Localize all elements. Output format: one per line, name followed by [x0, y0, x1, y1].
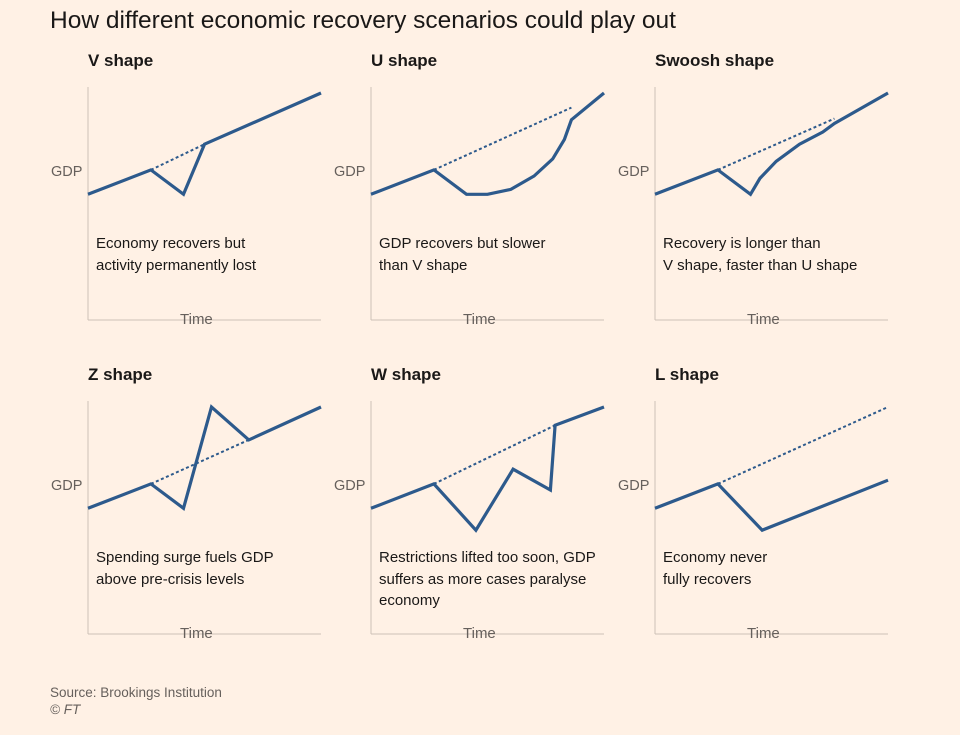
trend-line [433, 424, 556, 485]
panel-annotation: GDP recovers but slower than V shape [379, 235, 546, 274]
x-axis-label: Time [180, 625, 213, 642]
trend-line [717, 117, 835, 171]
panel-z-shape: Z shape GDP Spending surge fuels GDP abo… [50, 364, 322, 664]
gdp-line [370, 405, 605, 533]
panel-plot [87, 87, 322, 321]
panel-title: V shape [88, 51, 154, 70]
y-axis-label: GDP [51, 164, 83, 180]
panel-swoosh-shape: Swoosh shape GDP Recovery is longer than… [617, 50, 889, 350]
gdp-line [654, 478, 889, 533]
x-axis-label: Time [463, 311, 496, 328]
y-axis-label: GDP [51, 478, 83, 494]
y-axis-label: GDP [618, 478, 650, 494]
trend-line [150, 143, 205, 171]
y-axis-label: GDP [334, 164, 366, 180]
panel-title: W shape [371, 365, 441, 384]
x-axis-label: Time [463, 625, 496, 642]
panel-u-shape: U shape GDP GDP recovers but slower than… [333, 50, 606, 350]
panel-v-shape: V shape GDP Economy recovers but activit… [50, 50, 322, 350]
trend-line [150, 438, 250, 485]
panel-w-shape: W shape GDP Restrictions lifted too soon… [333, 364, 605, 664]
gdp-line [370, 91, 606, 196]
panel-annotation: Economy recovers but activity permanentl… [96, 235, 257, 274]
panel-plot [87, 401, 322, 635]
panel-plot [654, 401, 889, 635]
x-axis-label: Time [747, 311, 780, 328]
source-note: Source: Brookings Institution [50, 685, 222, 700]
panel-title: Z shape [88, 365, 153, 384]
panel-annotation: Spending surge fuels GDP above pre-crisi… [96, 549, 274, 588]
copyright: © FT [50, 702, 81, 717]
panel-title: Swoosh shape [655, 51, 775, 70]
panel-annotation: Restrictions lifted too soon, GDP suffer… [379, 549, 596, 609]
footer: Source: Brookings Institution © FT [50, 684, 222, 718]
y-axis-label: GDP [618, 164, 650, 180]
gdp-line [87, 91, 322, 197]
panel-annotation: Recovery is longer than V shape, faster … [663, 235, 858, 274]
gdp-line [654, 91, 889, 197]
panel-plot [370, 87, 606, 321]
panel-plot [654, 87, 889, 321]
y-axis-label: GDP [334, 478, 366, 494]
trend-line [717, 406, 889, 485]
panel-title: L shape [655, 365, 719, 384]
panel-title: U shape [371, 51, 438, 70]
panel-plot [370, 401, 605, 635]
panel-l-shape: L shape GDP Economy never fully recovers… [617, 364, 889, 664]
panel-annotation: Economy never fully recovers [663, 549, 768, 588]
gdp-line [87, 404, 322, 511]
x-axis-label: Time [747, 625, 780, 642]
chart-title: How different economic recovery scenario… [50, 7, 676, 34]
x-axis-label: Time [180, 311, 213, 328]
